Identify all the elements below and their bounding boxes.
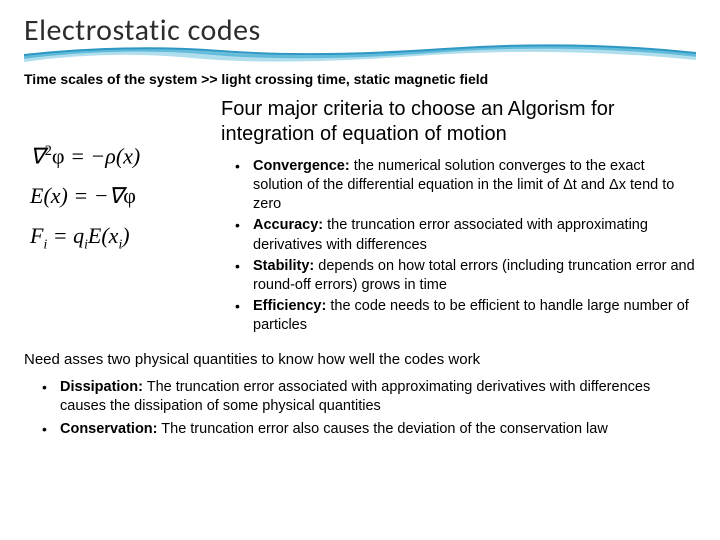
physical-label: Dissipation: [60, 379, 143, 395]
list-item: Conservation: The truncation error also … [42, 420, 696, 439]
list-item: Efficiency: the code needs to be efficie… [235, 297, 696, 335]
equations-block: ∇2φ = −ρ(x) E(x) = −∇φ Fi = qiE(xi) [24, 97, 209, 267]
list-item: Dissipation: The truncation error associ… [42, 378, 696, 416]
criteria-label: Stability: [253, 258, 314, 274]
title-block: Electrostatic codes [24, 12, 696, 65]
list-item: Stability: depends on how total errors (… [235, 257, 696, 295]
criteria-label: Efficiency: [253, 298, 326, 314]
slide: Electrostatic codes Time scales of the s… [0, 0, 720, 540]
criteria-label: Convergence: [253, 158, 350, 174]
main-row: ∇2φ = −ρ(x) E(x) = −∇φ Fi = qiE(xi) Four… [24, 97, 696, 337]
list-item: Convergence: the numerical solution conv… [235, 157, 696, 214]
criteria-text: depends on how total errors (including t… [253, 258, 695, 293]
equation-1: ∇2φ = −ρ(x) [30, 143, 209, 169]
physical-label: Conservation: [60, 421, 158, 437]
physical-text: The truncation error associated with app… [60, 379, 650, 414]
list-item: Accuracy: the truncation error associate… [235, 216, 696, 254]
equation-3: Fi = qiE(xi) [30, 223, 209, 252]
need-line: Need asses two physical quantities to kn… [24, 351, 696, 368]
criteria-block: Four major criteria to choose an Algoris… [217, 97, 696, 337]
physical-list: Dissipation: The truncation error associ… [24, 378, 696, 439]
subtitle: Time scales of the system >> light cross… [24, 71, 696, 87]
criteria-list: Convergence: the numerical solution conv… [217, 157, 696, 335]
equation-2: E(x) = −∇φ [30, 183, 209, 209]
criteria-label: Accuracy: [253, 217, 323, 233]
physical-text: The truncation error also causes the dev… [158, 421, 608, 437]
criteria-heading: Four major criteria to choose an Algoris… [217, 97, 696, 147]
